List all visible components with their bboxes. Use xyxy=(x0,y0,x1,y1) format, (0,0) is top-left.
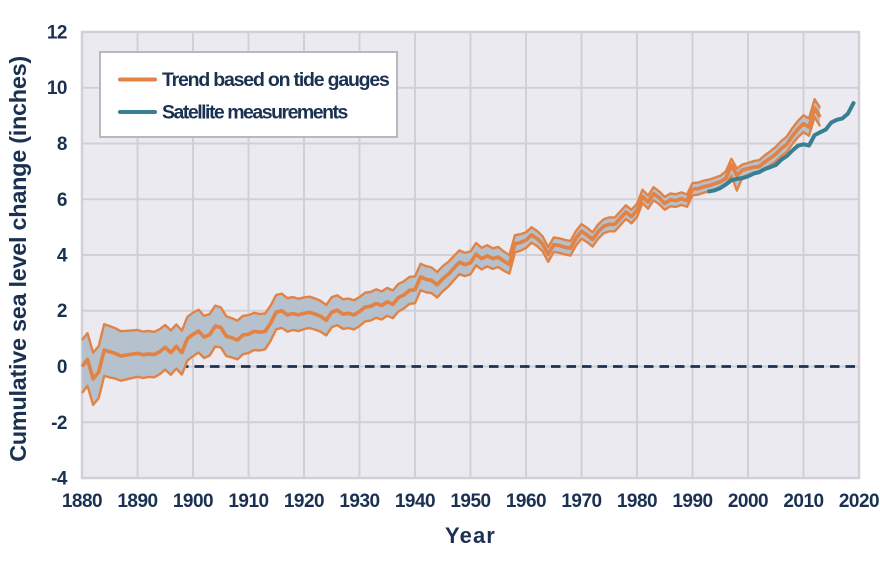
svg-text:Cumulative sea level change (i: Cumulative sea level change (inches) xyxy=(5,56,31,462)
svg-text:-4: -4 xyxy=(51,469,68,490)
svg-text:4: 4 xyxy=(57,246,68,267)
svg-text:0: 0 xyxy=(57,357,67,378)
svg-text:-2: -2 xyxy=(51,413,67,434)
svg-text:2: 2 xyxy=(57,301,67,322)
svg-text:1930: 1930 xyxy=(339,491,379,512)
svg-text:Trend based on tide gauges: Trend based on tide gauges xyxy=(162,69,390,91)
svg-text:1960: 1960 xyxy=(506,491,546,512)
svg-text:12: 12 xyxy=(47,23,67,44)
svg-text:6: 6 xyxy=(57,190,67,211)
svg-text:Satellite measurements: Satellite measurements xyxy=(162,102,349,124)
svg-text:8: 8 xyxy=(57,134,67,155)
svg-text:10: 10 xyxy=(47,78,67,99)
svg-text:1920: 1920 xyxy=(284,491,324,512)
svg-text:1890: 1890 xyxy=(117,491,157,512)
svg-text:1940: 1940 xyxy=(395,491,435,512)
svg-text:Year: Year xyxy=(445,523,496,548)
svg-text:2010: 2010 xyxy=(783,491,823,512)
svg-text:1950: 1950 xyxy=(450,491,490,512)
svg-text:1900: 1900 xyxy=(173,491,213,512)
svg-text:1970: 1970 xyxy=(561,491,601,512)
svg-text:1990: 1990 xyxy=(672,491,712,512)
svg-text:2020: 2020 xyxy=(839,491,879,512)
svg-text:2000: 2000 xyxy=(728,491,768,512)
svg-text:1980: 1980 xyxy=(617,491,657,512)
svg-text:1880: 1880 xyxy=(62,491,102,512)
svg-text:1910: 1910 xyxy=(228,491,268,512)
